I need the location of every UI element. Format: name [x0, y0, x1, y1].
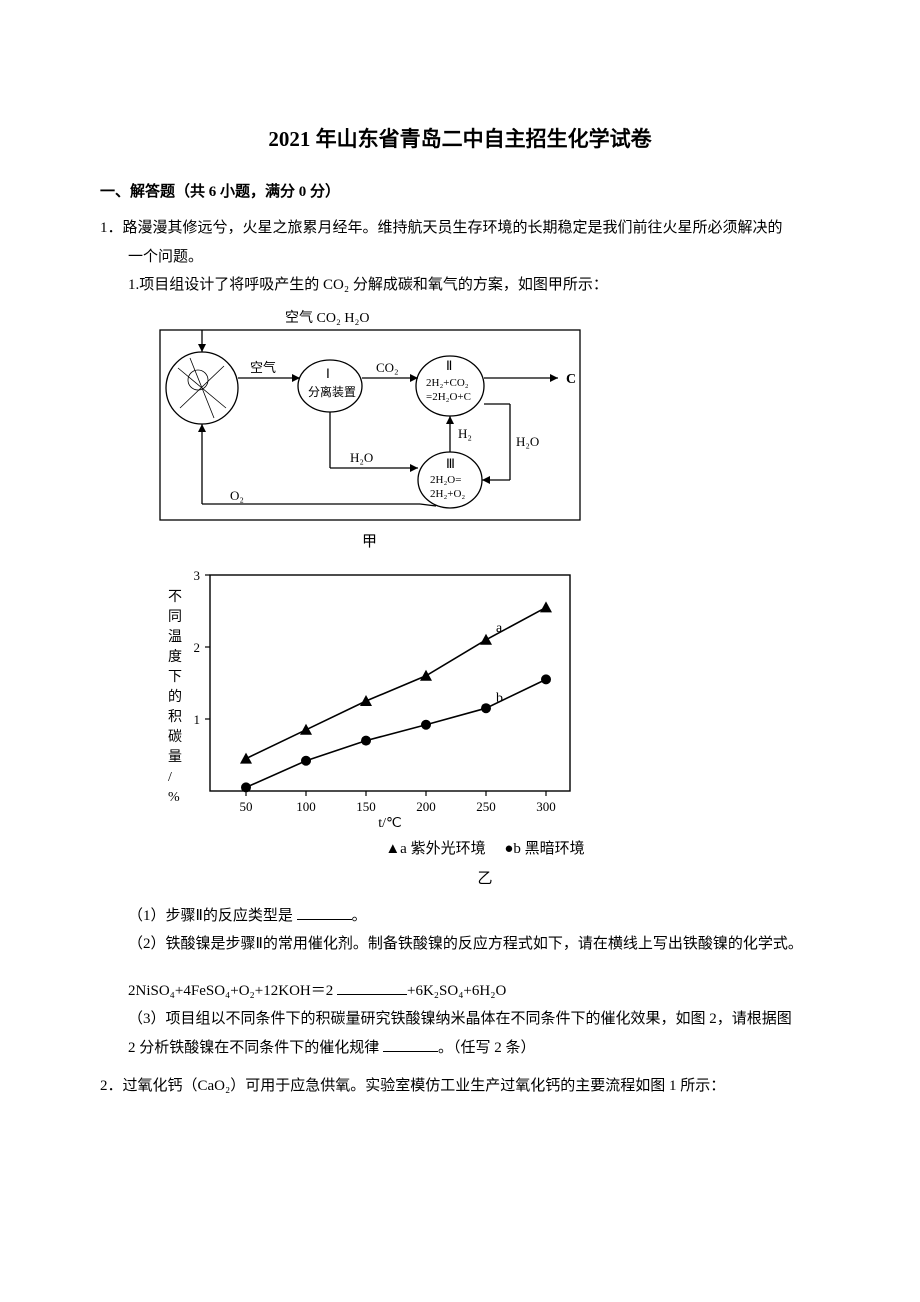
q1-part3a: （3）项目组以不同条件下的积碳量研究铁酸镍纳米晶体在不同条件下的催化效果，如图 … — [100, 1005, 820, 1034]
jia-caption: 甲 — [362, 534, 377, 550]
jia-top-label: 空气 CO₂ H₂O — [285, 310, 369, 326]
svg-text:温: 温 — [168, 629, 182, 645]
svg-text:度: 度 — [168, 649, 182, 665]
diagram-jia: 空气 CO₂ H₂O 空气 Ⅰ 分离装置 — [150, 308, 820, 553]
svg-text:O₂: O₂ — [230, 488, 244, 503]
svg-text:积: 积 — [168, 709, 182, 725]
blank-3[interactable] — [383, 1037, 438, 1052]
svg-text:H₂O: H₂O — [350, 450, 373, 465]
svg-text:50: 50 — [240, 799, 253, 814]
chart-yi: 不同温度下的积碳量 /% 1 2 3 50 100 150 200 250 300 t/℃ a b ▲a … — [150, 561, 820, 894]
svg-text:Ⅲ: Ⅲ — [446, 456, 455, 471]
q2-stem: 过氧化钙（CaO₂）可用于应急供氧。实验室模仿工业生产过氧化钙的主要流程如图 1… — [123, 1078, 726, 1094]
q1-equation: 2NiSO₄+4FeSO₄+O₂+12KOH＝2 +6K₂SO₄+6H₂O — [100, 977, 820, 1006]
q1-number: 1． — [100, 220, 123, 236]
svg-text:2H₂+O₂: 2H₂+O₂ — [430, 488, 465, 500]
svg-text:不: 不 — [168, 590, 182, 605]
question-1: 1．路漫漫其修远兮，火星之旅累月经年。维持航天员生存环境的长期稳定是我们前往火星… — [100, 214, 820, 1062]
svg-text:250: 250 — [476, 799, 496, 814]
q1-stem-a: 路漫漫其修远兮，火星之旅累月经年。维持航天员生存环境的长期稳定是我们前往火星所必… — [123, 220, 783, 236]
svg-text:t/℃: t/℃ — [378, 816, 402, 831]
svg-text:3: 3 — [194, 568, 201, 583]
svg-text:1: 1 — [194, 712, 201, 727]
q1-sub1: 1.项目组设计了将呼吸产生的 CO₂ 分解成碳和氧气的方案，如图甲所示： — [100, 271, 820, 300]
legend-b-label: b 黑暗环境 — [513, 841, 584, 857]
q2-number: 2． — [100, 1078, 123, 1094]
svg-text:同: 同 — [168, 610, 182, 625]
blank-2[interactable] — [337, 980, 407, 995]
q1-stem-line1: 1．路漫漫其修远兮，火星之旅累月经年。维持航天员生存环境的长期稳定是我们前往火星… — [100, 214, 820, 243]
chart-yi-caption: 乙 — [150, 865, 820, 894]
svg-text:2H₂O=: 2H₂O= — [430, 474, 461, 486]
blank-1[interactable] — [297, 905, 352, 920]
legend-a-marker: ▲ — [385, 841, 400, 857]
question-2: 2．过氧化钙（CaO₂）可用于应急供氧。实验室模仿工业生产过氧化钙的主要流程如图… — [100, 1072, 820, 1101]
svg-text:200: 200 — [416, 799, 436, 814]
svg-text:Ⅰ: Ⅰ — [326, 366, 330, 381]
q1-stem-line2: 一个问题。 — [100, 243, 820, 272]
svg-text:的: 的 — [168, 689, 182, 705]
svg-text:a: a — [496, 621, 503, 636]
q1-part1: （1）步骤Ⅱ的反应类型是 。 — [100, 902, 820, 931]
svg-text:b: b — [496, 691, 503, 706]
svg-text:100: 100 — [296, 799, 316, 814]
chart-yi-legend: ▲a 紫外光环境 ●b 黑暗环境 — [150, 835, 820, 864]
jia-air-arrow: 空气 — [250, 360, 276, 375]
svg-text:H₂O: H₂O — [516, 434, 539, 449]
svg-text:2H₂+CO₂: 2H₂+CO₂ — [426, 377, 469, 389]
svg-text:300: 300 — [536, 799, 556, 814]
svg-text:H₂: H₂ — [458, 426, 472, 441]
q1-part3b: 2 分析铁酸镍在不同条件下的催化规律 。（任写 2 条） — [100, 1034, 820, 1063]
svg-text:下: 下 — [168, 670, 182, 685]
jia-co2: CO₂ — [376, 360, 399, 375]
svg-text:=2H₂O+C: =2H₂O+C — [426, 391, 471, 403]
q1-part2: （2）铁酸镍是步骤Ⅱ的常用催化剂。制备铁酸镍的反应方程式如下，请在横线上写出铁酸… — [100, 930, 820, 959]
svg-text:C: C — [566, 372, 576, 387]
svg-text:%: % — [168, 790, 180, 805]
section-header: 一、解答题（共 6 小题，满分 0 分） — [100, 178, 820, 207]
legend-a-label: a 紫外光环境 — [400, 841, 485, 857]
svg-text:Ⅱ: Ⅱ — [446, 358, 452, 373]
svg-text:2: 2 — [194, 640, 201, 655]
svg-text:量: 量 — [168, 749, 182, 765]
svg-text:碳: 碳 — [168, 729, 182, 745]
svg-text:150: 150 — [356, 799, 376, 814]
svg-text:分离装置: 分离装置 — [308, 384, 356, 399]
page-title: 2021 年山东省青岛二中自主招生化学试卷 — [100, 120, 820, 160]
svg-text:/: / — [168, 770, 172, 785]
